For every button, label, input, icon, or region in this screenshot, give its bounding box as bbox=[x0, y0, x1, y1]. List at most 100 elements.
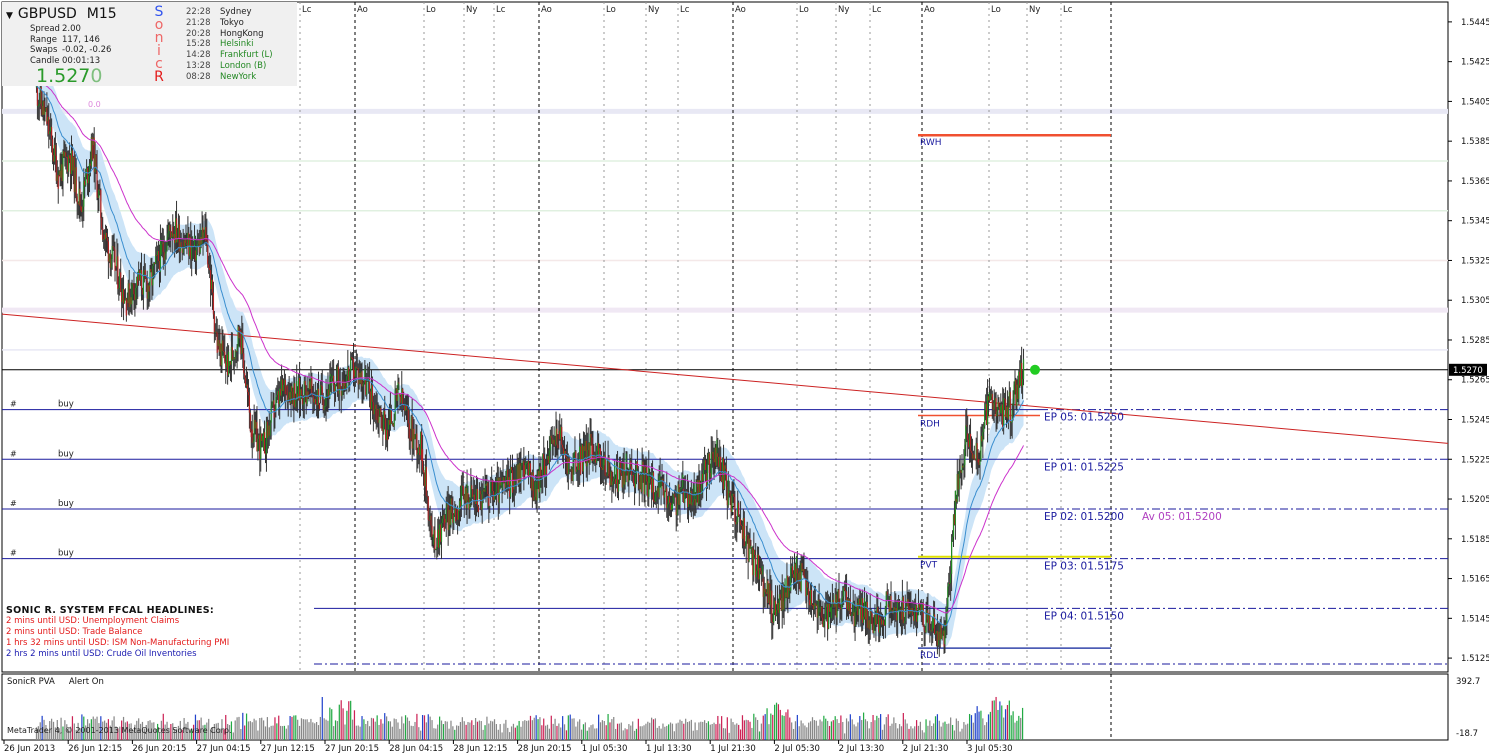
candle-body bbox=[834, 594, 836, 607]
candle-body bbox=[895, 607, 897, 610]
dropdown-arrow-icon[interactable]: ▼ bbox=[6, 11, 13, 21]
candle-body bbox=[339, 384, 341, 390]
candle-body bbox=[447, 503, 449, 531]
current-price-dot bbox=[1030, 364, 1040, 375]
candle-body bbox=[809, 599, 811, 606]
candle-body bbox=[858, 598, 860, 616]
session-row: 21:28 Tokyo bbox=[186, 18, 273, 29]
entry-label: EP 05: 01.5250 bbox=[1044, 412, 1124, 424]
candle-body bbox=[365, 379, 367, 395]
candle-body bbox=[997, 401, 999, 412]
candle-body bbox=[994, 398, 996, 403]
x-tick-label: 1 Jul 21:30 bbox=[710, 744, 756, 754]
candle-body bbox=[412, 428, 414, 449]
candle-body bbox=[849, 599, 851, 616]
candle-body bbox=[167, 233, 169, 238]
session-label: Ny bbox=[648, 5, 659, 15]
candle-body bbox=[301, 395, 304, 405]
candle-body bbox=[91, 137, 93, 160]
candle-body bbox=[517, 464, 519, 485]
session-label: Lc bbox=[680, 5, 690, 15]
candle-body bbox=[498, 477, 500, 503]
candle-body bbox=[421, 432, 423, 461]
candle-body bbox=[877, 607, 879, 614]
candle-body bbox=[873, 623, 875, 634]
candle-body bbox=[94, 154, 96, 173]
price-last-digit: 0 bbox=[90, 65, 103, 87]
candle-body bbox=[333, 384, 336, 393]
candle-body bbox=[328, 389, 330, 399]
symbol-title[interactable]: ▼ GBPUSD M15 bbox=[6, 6, 117, 22]
candle-body bbox=[427, 496, 429, 520]
candle-body bbox=[935, 630, 938, 634]
logo-letter: R bbox=[154, 69, 164, 85]
candle-body bbox=[988, 392, 991, 401]
candle-body bbox=[625, 453, 627, 476]
candle-body bbox=[377, 408, 379, 423]
candle-body bbox=[324, 405, 326, 407]
candle-body bbox=[139, 270, 142, 281]
candle-body bbox=[550, 435, 552, 438]
candle-body bbox=[582, 446, 585, 472]
candle-body bbox=[291, 386, 293, 392]
candle-body bbox=[673, 493, 675, 497]
candle-body bbox=[836, 599, 838, 618]
candle-body bbox=[536, 479, 538, 501]
candle-body bbox=[164, 253, 166, 261]
candle-body bbox=[643, 466, 645, 495]
candle-body bbox=[126, 300, 128, 303]
stat-key: Spread bbox=[30, 24, 60, 34]
candle-body bbox=[468, 500, 470, 510]
candle-body bbox=[715, 447, 717, 466]
candle-body bbox=[597, 443, 599, 452]
candle-body bbox=[530, 472, 533, 491]
candle-body bbox=[215, 331, 217, 333]
x-tick-label: 26 Jun 2013 bbox=[4, 744, 55, 754]
candle-body bbox=[444, 518, 446, 523]
candle-body bbox=[396, 388, 398, 402]
session-label: Ny bbox=[1029, 5, 1040, 15]
candle-body bbox=[923, 626, 925, 631]
session-label: Ao bbox=[541, 5, 552, 15]
candle-body bbox=[422, 470, 425, 473]
candle-body bbox=[614, 463, 616, 479]
candle-body bbox=[692, 499, 694, 502]
candle-body bbox=[71, 150, 74, 171]
pva-label: SonicR PVA bbox=[7, 677, 55, 687]
candle-body bbox=[430, 515, 432, 526]
candle-body bbox=[239, 337, 241, 339]
candle-body bbox=[760, 570, 762, 575]
candle-body bbox=[727, 479, 729, 506]
candle-body bbox=[438, 529, 440, 548]
candle-body bbox=[860, 604, 862, 620]
candle-body bbox=[282, 384, 285, 392]
candle-body bbox=[545, 466, 548, 474]
candle-body bbox=[616, 466, 619, 492]
candle-body bbox=[385, 418, 387, 440]
candle-body bbox=[705, 473, 708, 487]
candle-body bbox=[206, 234, 208, 241]
candle-body bbox=[827, 603, 830, 629]
candle-body bbox=[619, 460, 621, 474]
candle-body bbox=[845, 590, 847, 592]
candle-body bbox=[173, 234, 175, 237]
candle-body bbox=[410, 416, 412, 430]
candle-body bbox=[194, 250, 197, 261]
candle-body bbox=[81, 206, 83, 213]
candle-body bbox=[928, 613, 930, 624]
candle-body bbox=[829, 607, 832, 612]
candle-body bbox=[748, 538, 750, 562]
candle-body bbox=[188, 232, 190, 256]
candle-body bbox=[804, 576, 806, 579]
candle-body bbox=[201, 227, 203, 244]
moving-averages bbox=[36, 81, 1040, 627]
candle-body bbox=[610, 471, 612, 486]
candle-body bbox=[90, 137, 92, 166]
candle-body bbox=[853, 612, 855, 626]
candle-body bbox=[336, 366, 339, 381]
candle-body bbox=[317, 388, 320, 405]
candle-body bbox=[1015, 380, 1017, 406]
ma-slow-line bbox=[36, 81, 1024, 614]
candle-body bbox=[116, 256, 118, 268]
